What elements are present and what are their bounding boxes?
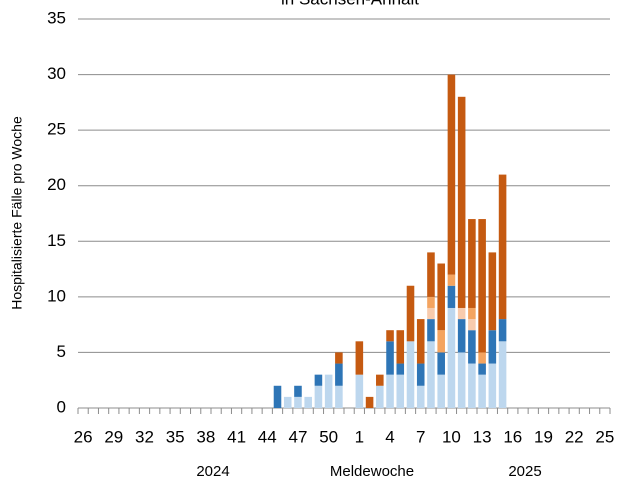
bar-segment	[376, 385, 384, 408]
bar-segment	[273, 385, 282, 408]
x-tick-label: 13	[473, 427, 492, 446]
bar-segment	[355, 341, 364, 375]
bar-segment	[386, 374, 394, 408]
y-tick-label: 35	[47, 8, 66, 27]
bar-segment	[468, 219, 476, 308]
bar-segment	[406, 341, 415, 408]
bar-segment	[335, 363, 343, 386]
bar-segment	[324, 374, 333, 408]
bar-segment	[437, 263, 445, 331]
bar-segment	[468, 319, 476, 331]
bar-segment	[294, 396, 302, 408]
y-tick-label: 25	[47, 120, 66, 139]
bar-segment	[427, 307, 435, 320]
bar-segment	[478, 363, 486, 375]
bar-segment	[457, 307, 466, 320]
bar-segment	[283, 396, 292, 408]
bar-segment	[376, 374, 384, 386]
x-tick-label: 19	[534, 427, 553, 446]
bar-segment	[498, 341, 507, 408]
bar-segment	[478, 374, 486, 408]
x-axis-label: Meldewoche	[330, 463, 414, 480]
bar-segment	[468, 330, 476, 364]
x-tick-label: 32	[135, 427, 154, 446]
x-tick-label: 22	[565, 427, 584, 446]
bar-segment	[457, 319, 466, 353]
bar-segment	[478, 219, 486, 353]
bar-segment	[447, 274, 456, 286]
bar-segment	[335, 352, 343, 364]
bar-segment	[437, 374, 445, 408]
y-tick-label: 0	[57, 397, 66, 416]
x-tick-label: 1	[355, 427, 364, 446]
bar-segment	[498, 319, 507, 342]
y-axis-label: Hospitalisierte Fälle pro Woche	[9, 116, 25, 310]
bar-segment	[396, 374, 405, 408]
bar-segment	[294, 385, 302, 397]
x-tick-label: 4	[385, 427, 394, 446]
bar-segment	[447, 285, 456, 308]
bar-segment	[416, 385, 425, 408]
bar-segment	[427, 341, 435, 408]
y-tick-label: 10	[47, 286, 66, 305]
x-tick-label: 16	[503, 427, 522, 446]
bar-segment	[427, 319, 435, 342]
bar-segment	[314, 374, 323, 386]
x-tick-label: 44	[258, 427, 277, 446]
x-tick-label: 7	[416, 427, 425, 446]
bar-segment	[314, 385, 323, 408]
bar-segment	[386, 341, 394, 375]
bar-segment	[406, 285, 415, 342]
bar-segment	[437, 330, 445, 353]
chart-title: in Sachsen-Anhalt	[281, 0, 419, 8]
x-tick-label: 41	[227, 427, 246, 446]
bar-segment	[427, 252, 435, 297]
bar-segment	[396, 363, 405, 375]
bar-segment	[457, 352, 466, 408]
bar-segment	[478, 352, 486, 364]
y-tick-label: 15	[47, 231, 66, 250]
bar-segment	[355, 374, 364, 408]
x-tick-label: 38	[196, 427, 215, 446]
bar-segment	[416, 363, 425, 386]
x-tick-label: 47	[289, 427, 308, 446]
bar-segment	[488, 330, 497, 364]
y-tick-label: 5	[57, 342, 66, 361]
bar-segment	[386, 330, 394, 342]
bar-segment	[427, 296, 435, 308]
bar-segment	[416, 319, 425, 364]
bar-segment	[468, 363, 476, 408]
bar-segment	[488, 363, 497, 408]
x-tick-label: 29	[104, 427, 123, 446]
bar-segment	[437, 352, 445, 375]
x-tick-label: 35	[166, 427, 185, 446]
x-tick-label: 26	[74, 427, 93, 446]
bar-segment	[468, 307, 476, 320]
y-tick-label: 30	[47, 64, 66, 83]
bar-segment	[447, 74, 456, 275]
bar-segment	[457, 96, 466, 308]
x-tick-label: 25	[595, 427, 614, 446]
bar-segment	[304, 396, 312, 408]
year-label: 2024	[196, 463, 229, 480]
x-tick-label: 10	[442, 427, 461, 446]
x-tick-label: 50	[319, 427, 338, 446]
bar-segment	[396, 330, 405, 364]
bar-segment	[498, 174, 507, 320]
year-label: 2025	[508, 463, 541, 480]
bar-segment	[335, 385, 343, 408]
bar-segment	[488, 252, 497, 331]
bar-segment	[447, 307, 456, 408]
bar-segment	[365, 396, 374, 408]
y-tick-label: 20	[47, 175, 66, 194]
